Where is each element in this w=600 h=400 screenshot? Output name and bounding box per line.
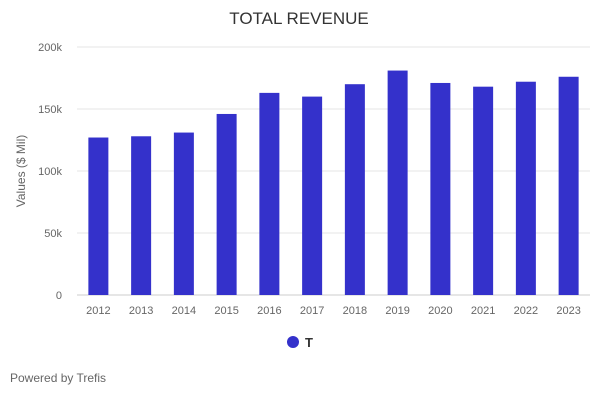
x-tick-label: 2013 xyxy=(129,305,153,317)
legend-item[interactable]: T xyxy=(287,335,313,350)
x-tick-label: 2015 xyxy=(214,305,238,317)
x-tick-label: 2016 xyxy=(257,305,281,317)
y-tick-label: 0 xyxy=(56,290,62,302)
x-tick-label: 2018 xyxy=(343,305,367,317)
x-tick-label: 2020 xyxy=(428,305,452,317)
powered-by-footer: Powered by Trefis xyxy=(10,371,107,385)
bar-2017[interactable] xyxy=(302,96,323,295)
bar-2018[interactable] xyxy=(344,84,365,295)
bar-2013[interactable] xyxy=(131,136,152,295)
x-tick-label: 2022 xyxy=(514,305,538,317)
y-tick-label: 150k xyxy=(38,104,62,116)
bar-2022[interactable] xyxy=(515,81,536,295)
x-tick-label: 2023 xyxy=(556,305,580,317)
chart-title: TOTAL REVENUE xyxy=(229,9,369,28)
x-tick-label: 2012 xyxy=(86,305,110,317)
bar-2014[interactable] xyxy=(173,132,194,295)
bar-2016[interactable] xyxy=(259,92,280,295)
bar-2020[interactable] xyxy=(430,82,451,296)
bar-2021[interactable] xyxy=(473,86,494,296)
bar-2012[interactable] xyxy=(88,137,109,295)
x-tick-label: 2017 xyxy=(300,305,324,317)
bar-2015[interactable] xyxy=(216,113,237,296)
x-tick-label: 2014 xyxy=(172,305,196,317)
legend-marker xyxy=(287,336,299,348)
x-tick-label: 2019 xyxy=(385,305,409,317)
y-tick-label: 200k xyxy=(38,42,62,54)
legend-label: T xyxy=(305,335,313,350)
y-tick-label: 100k xyxy=(38,166,62,178)
bar-2023[interactable] xyxy=(558,76,579,295)
x-tick-label: 2021 xyxy=(471,305,495,317)
bar-2019[interactable] xyxy=(387,70,408,295)
y-tick-label: 50k xyxy=(44,228,62,240)
y-axis-label: Values ($ Mil) xyxy=(14,135,28,207)
